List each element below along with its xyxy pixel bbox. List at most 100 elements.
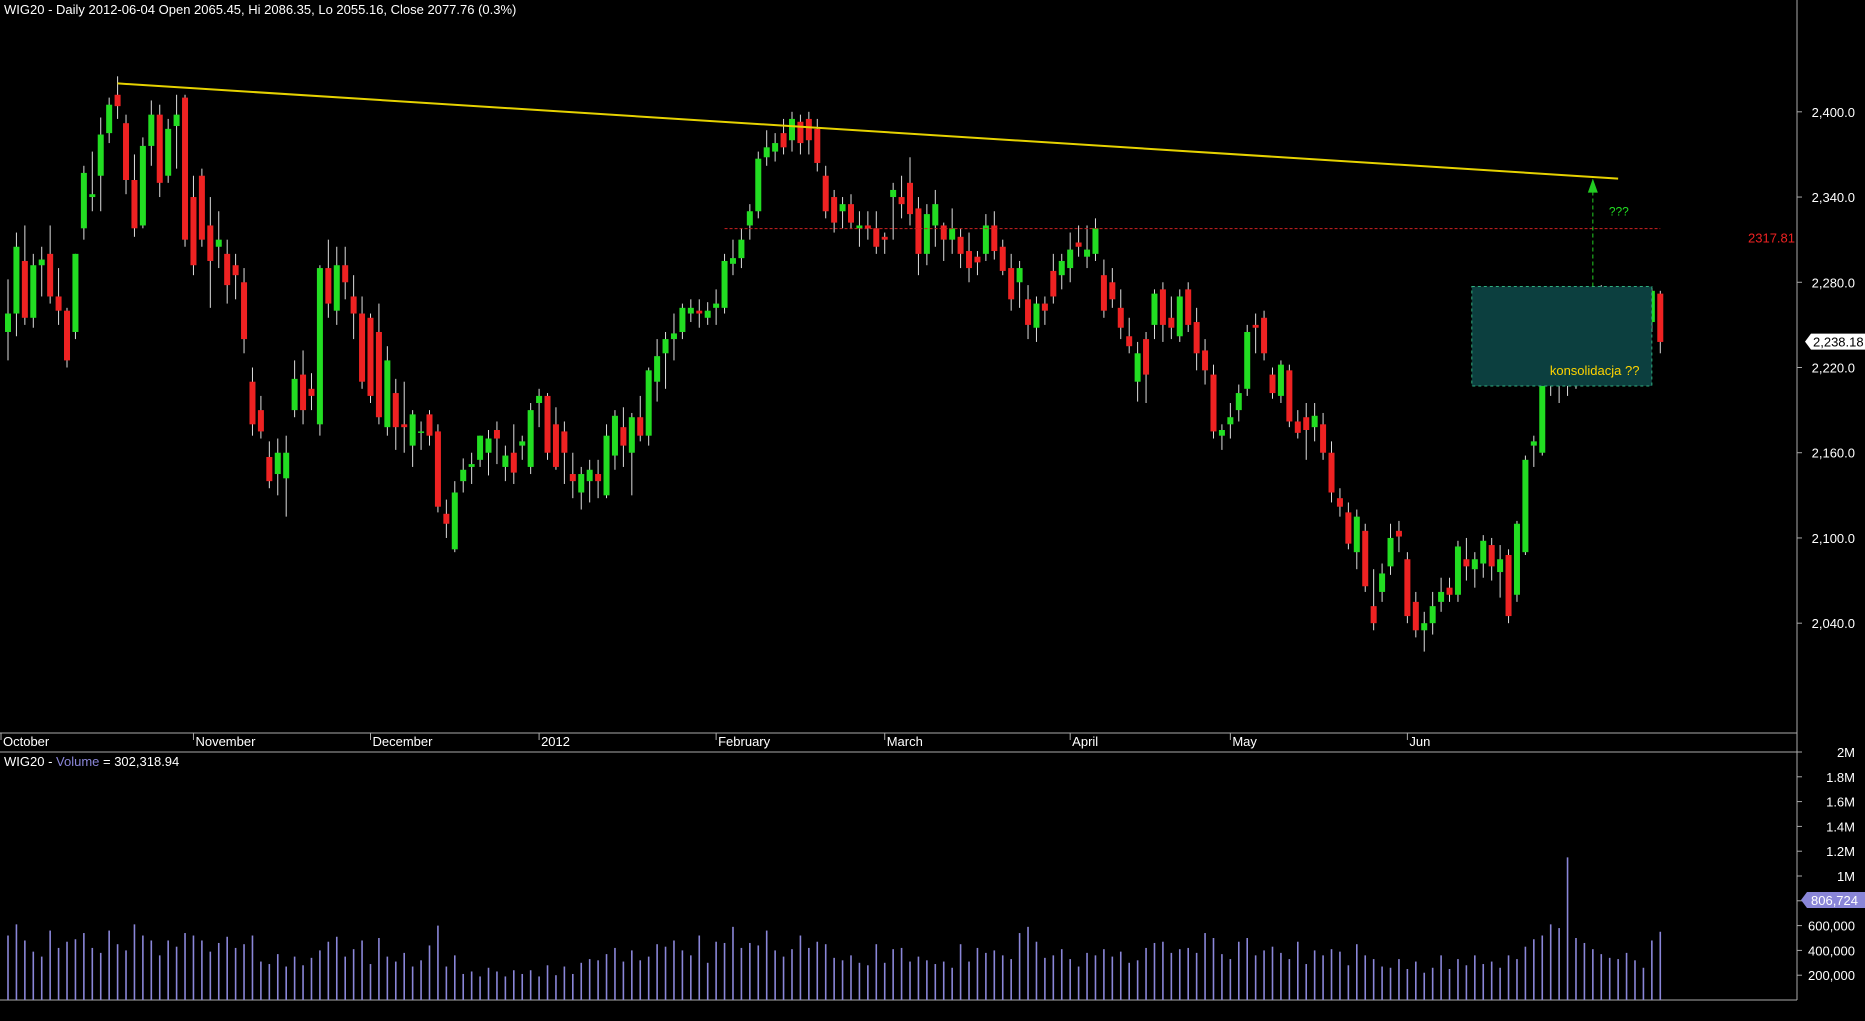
candle-body [519,441,526,446]
candle-body [687,307,694,314]
candle-body [662,339,669,354]
candle-body [1235,393,1242,411]
candle-body [898,197,905,205]
date-axis-label: May [1232,734,1257,749]
candle-body [1109,282,1116,300]
candle-body [1075,242,1082,247]
candle-body [1539,376,1546,453]
date-axis-label: December [372,734,433,749]
candle-body [1126,336,1133,347]
candle-body [1008,268,1015,300]
volume-header-prefix: WIG20 - [4,754,56,769]
candle-body [822,175,829,212]
candle-body [881,236,888,240]
candle-body [864,225,871,229]
candle-body [1379,573,1386,592]
candle-body [848,204,854,223]
candle-body [375,331,382,418]
candle-body [1084,249,1091,257]
volume-header-name: Volume [56,754,99,769]
candle-body [940,225,947,240]
candle-body [1657,293,1664,342]
candle-body [291,378,298,411]
date-axis-label: November [195,734,256,749]
candle-body [1033,303,1040,328]
candle-body [1286,370,1293,422]
last-volume-tag-bg [1801,891,1865,908]
candle-body [89,194,96,198]
candle-body [1050,270,1057,297]
candle-body [283,452,290,479]
candle-body [1387,537,1394,567]
candle-body [915,208,922,254]
candle-body [982,225,989,254]
candle-body [359,313,366,382]
candle-body [1488,545,1495,567]
candle-body [1058,260,1065,276]
candle-body [30,265,37,318]
candle-body [1513,523,1520,595]
volume-axis-label: 1M [1837,869,1855,884]
last-volume-tag: 806,724 [1801,891,1865,908]
candle-body [1025,299,1032,325]
candle-body [974,256,981,263]
price-axis-label: 2,100.0 [1812,531,1855,546]
date-axis-label: October [3,734,50,749]
candle-body [198,175,205,240]
volume-axis-label: 1.8M [1826,770,1855,785]
candle-body [1117,307,1124,328]
candle-body [460,469,467,482]
candle-body [165,128,172,176]
price-header: WIG20 - Daily 2012-06-04 Open 2065.45, H… [4,2,516,17]
candle-body [232,265,239,276]
last-price-tag: 2,238.18 [1805,333,1865,350]
candle-body [1353,516,1360,553]
date-axis-label: April [1072,734,1098,749]
candle-body [654,356,661,382]
date-axis-label: February [718,734,771,749]
candle-body [401,424,408,428]
candle-body [47,253,54,297]
consolidation-box [1471,286,1653,387]
volume-header-value: = 302,318.94 [99,754,179,769]
candle-body [502,455,509,467]
question-label: ??? [1609,205,1629,219]
candle-body [932,204,939,226]
candle-body [64,310,71,361]
candle-body [241,282,248,340]
volume-axis-label: 1.6M [1826,795,1855,810]
candle-body [1041,303,1048,311]
candle-body [274,452,281,475]
candle-body [957,236,964,254]
candle-body [1269,374,1276,394]
date-axis-label: 2012 [541,734,570,749]
candle-body [890,189,897,198]
candle-body [628,417,635,453]
candle-body [1277,364,1284,396]
price-axis-label: 2,220.0 [1812,361,1855,376]
candle-body [637,417,644,436]
candle-body [106,104,113,134]
candle-body [21,260,28,318]
volume-axis-label: 1.2M [1826,844,1855,859]
candle-body [949,228,956,240]
candle-body [300,374,307,411]
candle-body [746,211,753,226]
candle-body [1328,452,1335,493]
candle-body [257,410,264,432]
candle-body [182,97,189,240]
volume-axis-label: 600,000 [1808,919,1855,934]
candle-body [451,492,458,550]
candle-body [1311,415,1318,428]
candle-body [173,114,180,127]
candle-body [1100,275,1107,311]
candle-body [839,204,846,212]
candle-body [249,381,256,425]
candle-body [1395,530,1402,537]
trendline [117,82,1619,180]
candle-body [1454,546,1461,595]
candle-body [814,128,821,163]
candle-body [527,410,534,467]
candle-body [325,268,332,304]
